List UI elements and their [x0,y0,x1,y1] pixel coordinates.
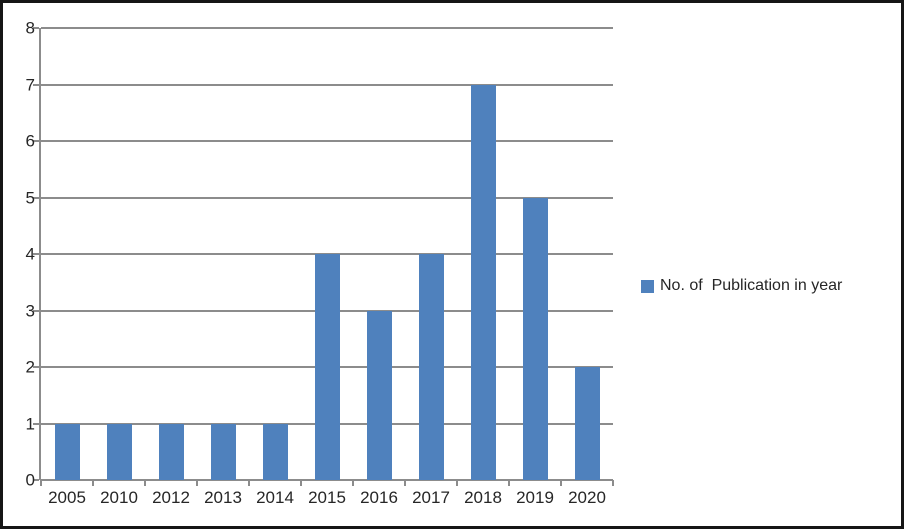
bar-2016 [366,310,392,480]
y-axis-label: 6 [25,131,35,151]
legend-label: No. of Publication in year [660,277,843,294]
y-axis-label: 7 [25,75,35,94]
bar-2005 [54,423,80,480]
x-tick [144,480,146,486]
y-axis-label: 0 [25,470,35,490]
bar-2015 [314,254,340,480]
gridline [41,140,613,142]
y-tick [33,27,39,29]
legend: No. of Publication in year [641,277,842,295]
y-axis-labels: 0 1 2 3 4 5 6 7 8 [7,20,35,489]
x-tick [92,480,94,486]
x-axis-label: 2013 [204,488,242,507]
gridline [41,196,613,199]
y-tick [33,366,39,368]
x-tick [404,480,406,486]
y-tick [33,422,39,425]
x-tick [248,480,250,486]
y-tick [33,479,39,481]
bar-2018 [470,84,496,480]
bar-2019 [522,197,548,480]
y-axis-label: 5 [25,188,35,207]
y-tick [33,83,39,86]
gridline [41,27,613,29]
y-axis-label: 4 [25,244,35,264]
bar-2020 [574,367,600,480]
x-axis-label: 2005 [48,488,86,507]
x-axis-label: 2016 [360,488,398,507]
y-axis-label: 1 [25,414,35,433]
y-axis-label: 8 [25,18,35,38]
y-axis-line [39,28,41,480]
x-axis-label: 2015 [308,488,346,507]
x-axis-label: 2020 [568,488,606,507]
y-axis-label: 3 [25,301,35,320]
x-tick [352,480,354,486]
bar-2014 [262,423,288,480]
x-axis-label: 2018 [464,488,502,507]
gridline [41,83,613,86]
x-axis-label: 2010 [100,488,138,507]
y-tick [33,253,39,255]
x-tick [560,480,562,486]
y-tick [33,140,39,142]
bar-2010 [106,423,132,480]
x-tick [196,480,198,486]
x-axis-labels: 2005 2010 2012 2013 2014 2015 2016 2017 2018 2019… [41,488,613,512]
bar-2012 [158,423,184,480]
x-axis-label: 2019 [516,488,554,507]
x-axis-label: 2014 [256,488,294,507]
bar-2017 [418,254,444,480]
x-tick [456,480,458,486]
x-tick [612,480,614,486]
x-tick [508,480,510,486]
x-tick [40,480,42,486]
legend-marker-square-icon [641,279,654,293]
bar-2013 [210,423,236,480]
x-tick [300,480,302,486]
x-axis-label: 2017 [412,488,450,507]
y-tick [33,196,39,199]
y-tick [33,309,39,312]
y-axis-label: 2 [25,357,35,377]
x-axis-line [41,479,613,481]
x-axis-label: 2012 [152,488,190,507]
plot-area [33,27,614,486]
